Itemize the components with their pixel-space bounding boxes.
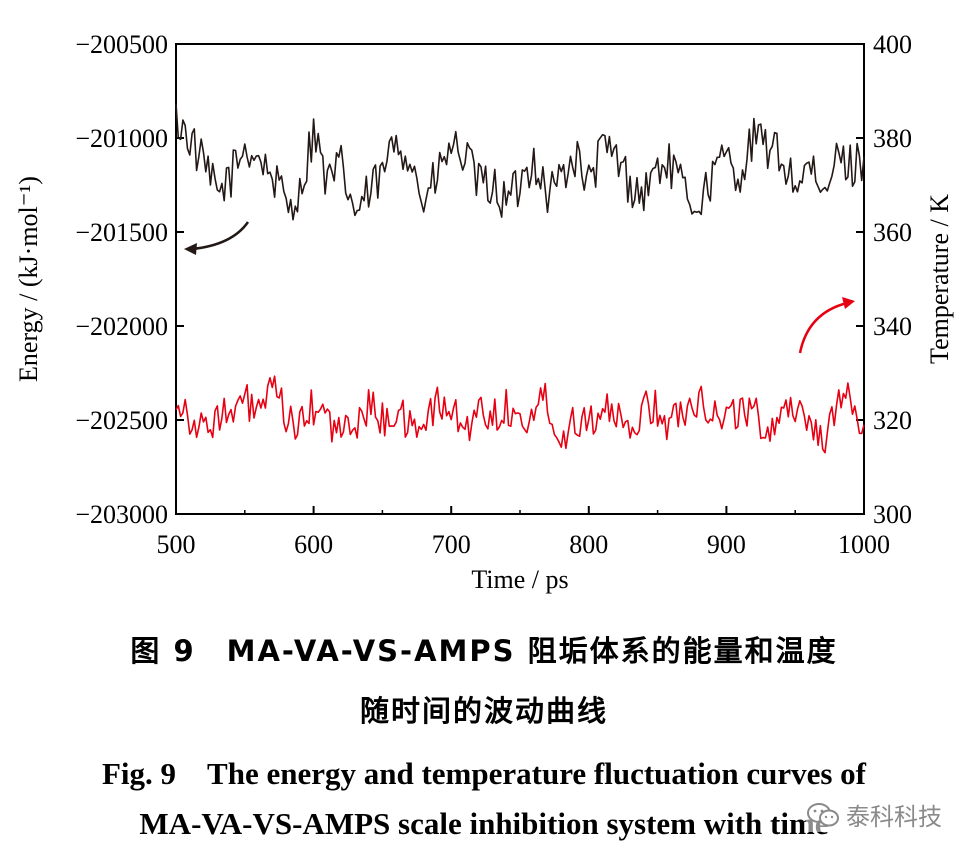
- watermark-text: 泰科科技: [846, 803, 942, 831]
- x-tick-label: 800: [569, 530, 608, 559]
- temperature-series-line: [175, 375, 865, 454]
- caption-en-line2: MA-VA-VS-AMPS scale inhibition system wi…: [139, 806, 829, 841]
- left-tick-label: −201000: [75, 124, 168, 153]
- energy-series-line: [175, 103, 865, 221]
- series-layer: [175, 103, 865, 454]
- x-axis-title: Time / ps: [471, 565, 568, 594]
- x-tick-label: 1000: [838, 530, 890, 559]
- wechat-icon: [807, 802, 839, 826]
- right-tick-label: 360: [873, 218, 912, 247]
- left-tick-label: −202000: [75, 312, 168, 341]
- left-axis-title: Energy / (kJ·mol⁻¹): [14, 176, 43, 382]
- x-tick-label: 500: [157, 530, 196, 559]
- right-tick-label: 300: [873, 500, 912, 529]
- x-tick-label: 700: [432, 530, 471, 559]
- plot-frame: [175, 43, 865, 515]
- caption-cn-line1: 图 9 MA-VA-VS-AMPS 阻垢体系的能量和温度: [130, 634, 838, 668]
- caption-cn-line2: 随时间的波动曲线: [359, 694, 608, 728]
- energy-arrow: [184, 221, 250, 255]
- temperature-arrow: [798, 297, 855, 354]
- x-tick-label: 600: [294, 530, 333, 559]
- left-tick-label: −200500: [75, 30, 168, 59]
- right-axis-title: Temperature / K: [925, 194, 954, 364]
- right-tick-label: 400: [873, 30, 912, 59]
- chart: 500 600 700 800 900 1000 −200500 −201000 −20150…: [14, 30, 954, 594]
- left-tick-label: −202500: [75, 406, 168, 435]
- right-tick-label: 320: [873, 406, 912, 435]
- left-tick-label: −203000: [75, 500, 168, 529]
- right-tick-label: 340: [873, 312, 912, 341]
- right-axis-ticks: 400 380 360 340 320 300: [856, 30, 912, 529]
- caption-en-line1: Fig. 9 The energy and temperature fluctu…: [102, 756, 866, 791]
- left-axis-ticks: −200500 −201000 −201500 −202000 −202500 −2030…: [75, 30, 184, 529]
- x-tick-label: 900: [707, 530, 746, 559]
- watermark: 泰科科技: [806, 797, 942, 832]
- x-axis-ticks: 500 600 700 800 900 1000: [157, 506, 890, 559]
- right-tick-label: 380: [873, 124, 912, 153]
- left-tick-label: −201500: [75, 218, 168, 247]
